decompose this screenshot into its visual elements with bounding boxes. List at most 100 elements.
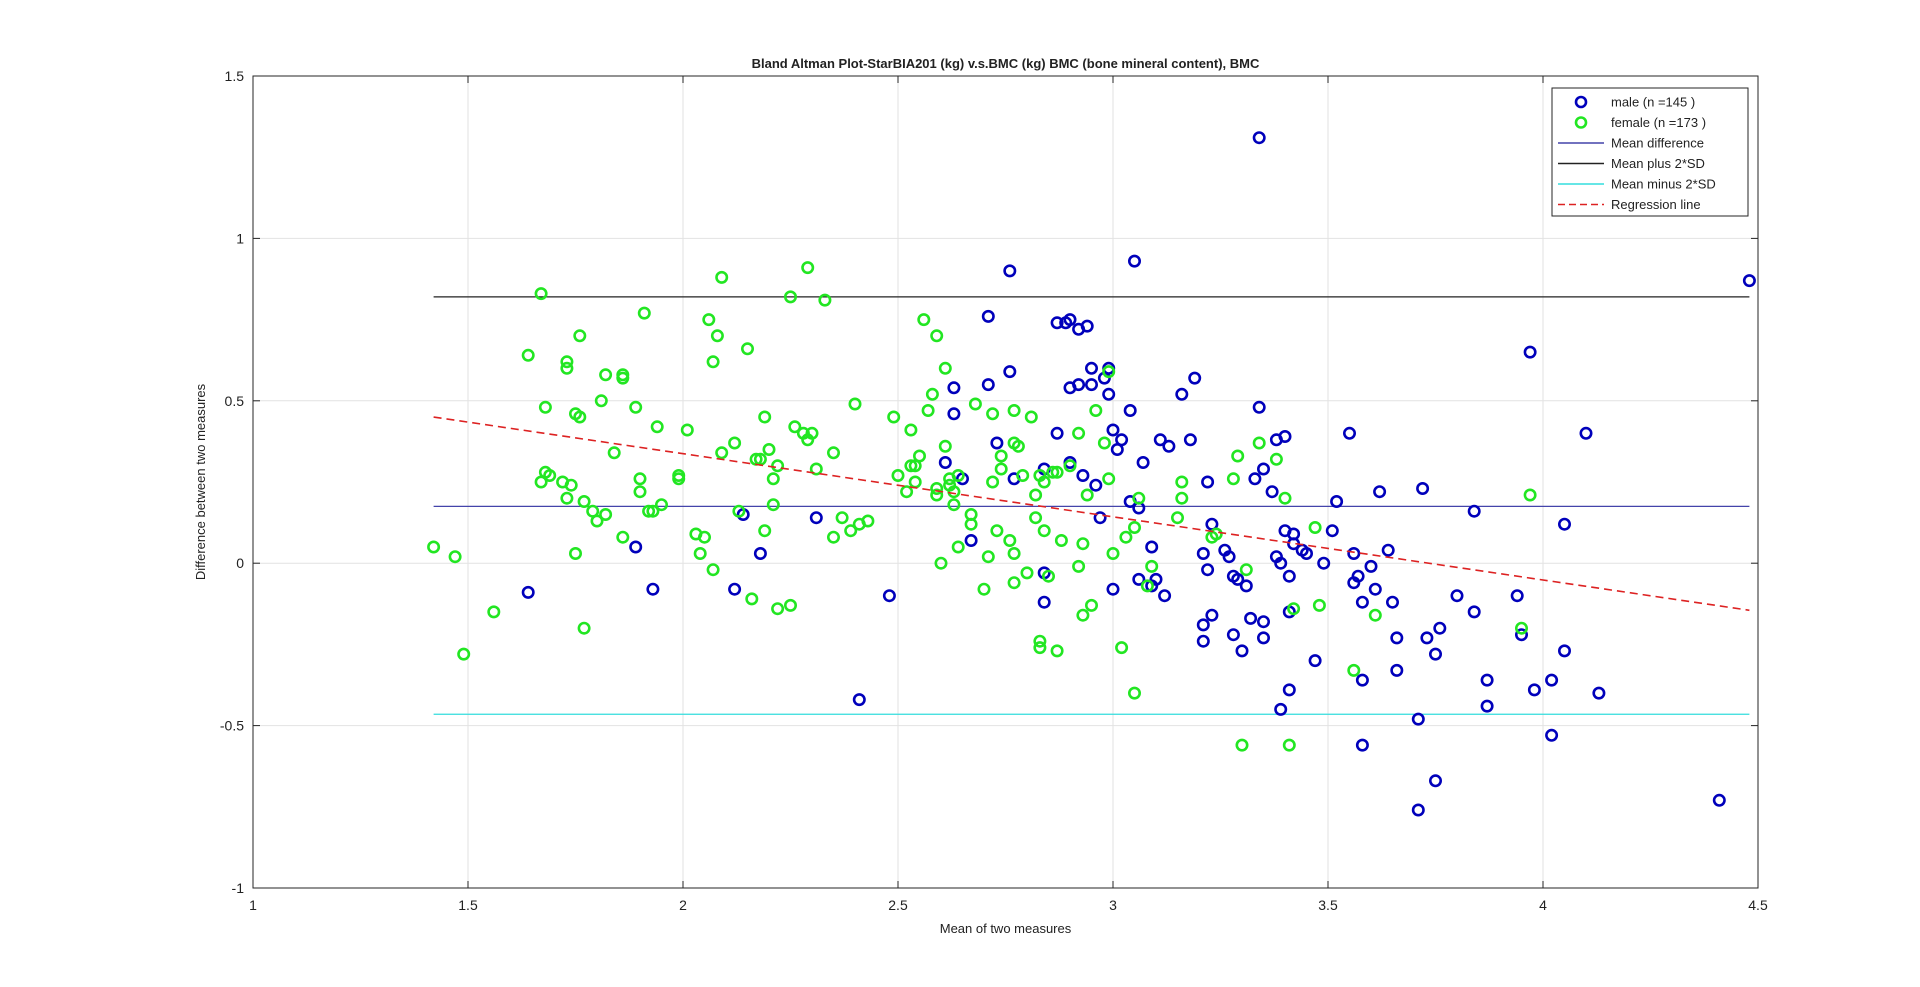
data-point bbox=[1183, 433, 1197, 447]
data-point bbox=[1282, 683, 1296, 697]
data-point bbox=[1089, 403, 1103, 417]
data-point bbox=[1029, 511, 1043, 525]
data-point bbox=[633, 485, 647, 499]
female-series bbox=[427, 261, 1537, 752]
y-tick-label: -0.5 bbox=[220, 718, 244, 734]
data-point bbox=[1162, 439, 1176, 453]
data-point bbox=[1076, 608, 1090, 622]
data-point bbox=[861, 514, 875, 528]
data-point bbox=[1085, 378, 1099, 392]
x-axis-label: Mean of two measures bbox=[940, 921, 1072, 936]
data-point bbox=[994, 449, 1008, 463]
data-point bbox=[1347, 663, 1361, 677]
x-tick-label: 1 bbox=[249, 897, 257, 913]
data-point bbox=[1235, 738, 1249, 752]
data-point bbox=[1128, 686, 1142, 700]
data-point bbox=[1033, 641, 1047, 655]
data-point bbox=[1106, 582, 1120, 596]
x-tick-label: 4.5 bbox=[1748, 897, 1768, 913]
regression-line bbox=[433, 416, 1750, 612]
data-point bbox=[844, 524, 858, 538]
legend-label: male (n =145 ) bbox=[1611, 95, 1695, 110]
data-point bbox=[1128, 254, 1142, 268]
data-point bbox=[1102, 365, 1116, 379]
legend-entry: Regression line bbox=[1558, 197, 1701, 212]
data-point bbox=[534, 287, 548, 301]
data-point bbox=[1312, 598, 1326, 612]
data-point bbox=[1132, 491, 1146, 505]
data-point bbox=[788, 420, 802, 434]
data-point bbox=[1106, 423, 1120, 437]
data-point bbox=[1411, 712, 1425, 726]
data-point bbox=[921, 403, 935, 417]
data-point bbox=[715, 446, 729, 460]
data-point bbox=[1063, 459, 1077, 473]
data-point bbox=[521, 348, 535, 362]
data-point bbox=[1106, 546, 1120, 560]
data-point bbox=[852, 693, 866, 707]
data-point bbox=[1007, 576, 1021, 590]
y-tick-label: 1.5 bbox=[225, 68, 245, 84]
data-point bbox=[1072, 378, 1086, 392]
data-point bbox=[925, 387, 939, 401]
data-point bbox=[1347, 546, 1361, 560]
data-point bbox=[1239, 563, 1253, 577]
plot-area bbox=[253, 76, 1758, 888]
data-point bbox=[646, 504, 660, 518]
legend-label: Mean plus 2*SD bbox=[1611, 156, 1705, 171]
data-point bbox=[1252, 436, 1266, 450]
data-point bbox=[805, 426, 819, 440]
data-point bbox=[710, 329, 724, 343]
axis-ticks: 1 1.5 2 2.5 3 3.5 4 4.5 -1 -0.5 0 0.5 1 1.5 bbox=[220, 68, 1768, 913]
data-point bbox=[1515, 628, 1529, 642]
data-point bbox=[904, 423, 918, 437]
data-point bbox=[1390, 663, 1404, 677]
data-point bbox=[947, 498, 961, 512]
data-point bbox=[990, 524, 1004, 538]
legend-marker bbox=[1574, 116, 1588, 129]
data-point bbox=[1102, 472, 1116, 486]
data-point bbox=[1175, 475, 1189, 489]
x-tick-label: 4 bbox=[1539, 897, 1547, 913]
data-point bbox=[629, 400, 643, 414]
data-point bbox=[1007, 546, 1021, 560]
data-point bbox=[981, 378, 995, 392]
data-point bbox=[560, 491, 574, 505]
regression-layer bbox=[433, 416, 1750, 612]
data-point bbox=[1239, 579, 1253, 593]
data-point bbox=[599, 507, 613, 521]
data-point bbox=[1007, 403, 1021, 417]
data-point bbox=[1145, 559, 1159, 573]
data-point bbox=[1351, 569, 1365, 583]
data-point bbox=[1287, 602, 1301, 616]
data-point bbox=[951, 468, 965, 482]
data-point bbox=[947, 407, 961, 421]
data-point bbox=[1076, 468, 1090, 482]
data-point bbox=[1308, 654, 1322, 668]
data-point bbox=[457, 647, 471, 661]
data-point bbox=[448, 550, 462, 564]
data-point bbox=[930, 481, 944, 495]
data-point bbox=[745, 592, 759, 606]
data-point bbox=[1201, 475, 1215, 489]
data-point bbox=[728, 436, 742, 450]
data-point bbox=[1205, 608, 1219, 622]
data-point bbox=[1467, 605, 1481, 619]
data-point bbox=[590, 514, 604, 528]
data-point bbox=[1373, 485, 1387, 499]
x-tick-label: 3.5 bbox=[1318, 897, 1338, 913]
data-point bbox=[1175, 491, 1189, 505]
data-point bbox=[1196, 618, 1210, 632]
y-tick-label: -1 bbox=[232, 880, 245, 896]
data-point bbox=[680, 423, 694, 437]
data-point bbox=[1248, 472, 1262, 486]
data-point bbox=[1209, 527, 1223, 541]
data-point bbox=[1046, 465, 1060, 479]
data-point bbox=[826, 446, 840, 460]
y-tick-label: 1 bbox=[236, 230, 244, 246]
data-point bbox=[1592, 686, 1606, 700]
data-point bbox=[1115, 641, 1129, 655]
data-point bbox=[1433, 621, 1447, 635]
data-point bbox=[1072, 426, 1086, 440]
